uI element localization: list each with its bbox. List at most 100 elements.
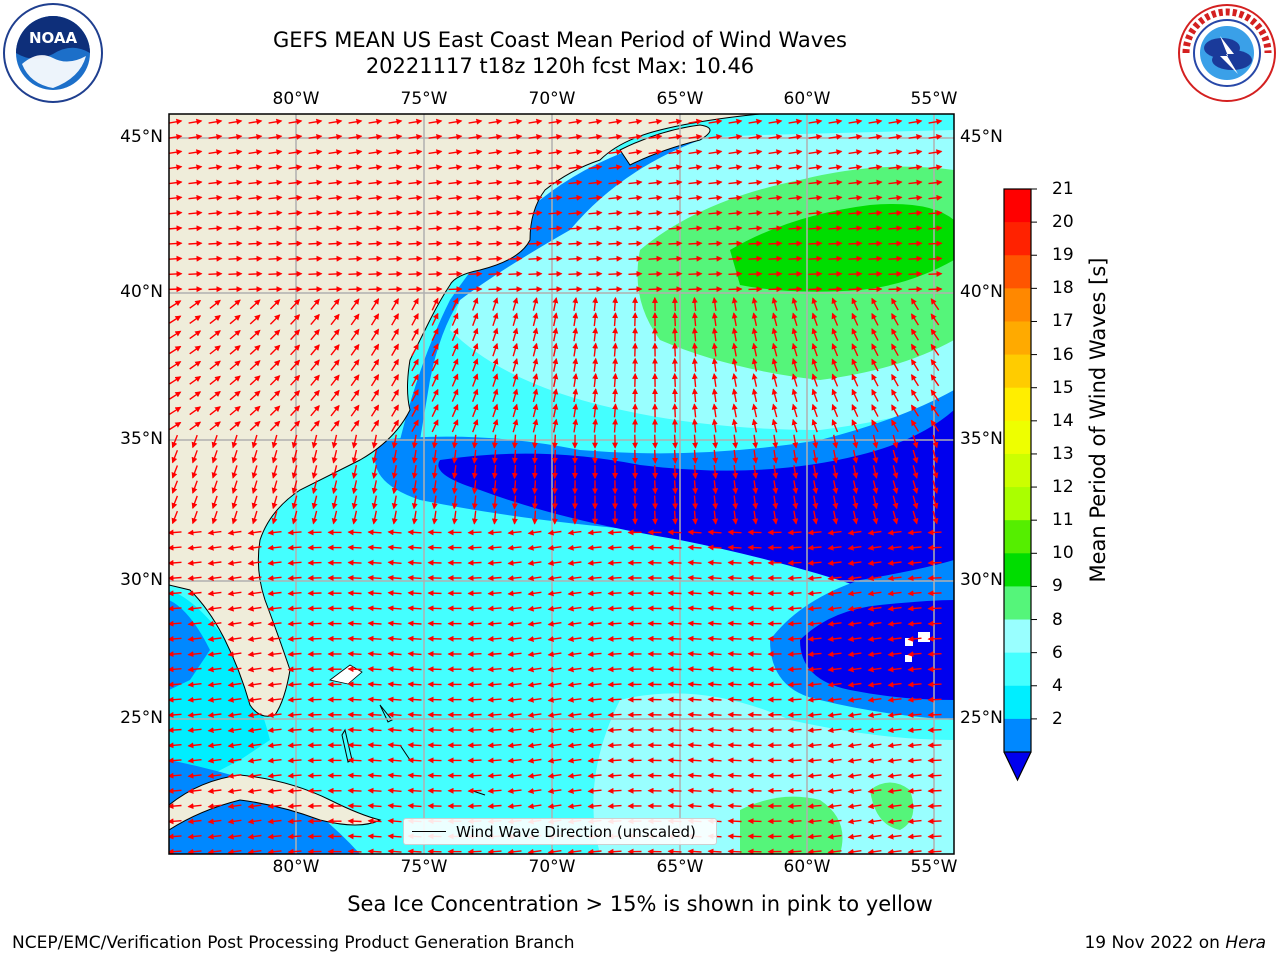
direction-arrow (248, 240, 263, 247)
direction-arrow (687, 590, 702, 597)
direction-arrow (387, 848, 402, 854)
direction-arrow (251, 434, 258, 449)
direction-arrow (608, 240, 623, 247)
direction-arrow (892, 449, 899, 464)
direction-arrow (592, 372, 599, 387)
direction-arrow (388, 194, 403, 201)
direction-arrow (607, 559, 622, 566)
direction-arrow (668, 255, 683, 262)
direction-arrow (751, 418, 758, 433)
direction-arrow (791, 358, 798, 372)
direction-arrow (808, 118, 823, 125)
direction-arrow (791, 342, 798, 357)
direction-arrow (711, 327, 718, 342)
direction-arrow (828, 210, 843, 217)
direction-arrow (748, 179, 763, 186)
direction-arrow (428, 270, 443, 277)
direction-arrow (467, 848, 482, 854)
direction-arrow (331, 434, 338, 449)
direction-arrow (169, 757, 182, 764)
direction-arrow (368, 118, 383, 125)
direction-arrow (229, 375, 241, 386)
direction-arrow (572, 373, 579, 387)
direction-arrow (852, 449, 859, 464)
direction-arrow (748, 255, 763, 262)
direction-arrow (249, 390, 261, 401)
direction-arrow (287, 803, 302, 810)
direction-arrow (548, 255, 563, 262)
direction-arrow (391, 358, 399, 372)
direction-arrow (388, 118, 403, 125)
direction-arrow (728, 194, 743, 201)
direction-arrow (408, 179, 423, 186)
direction-arrow (572, 418, 579, 433)
direction-arrow (851, 388, 859, 402)
direction-arrow (388, 134, 403, 140)
direction-arrow (387, 711, 402, 718)
direction-arrow (328, 270, 343, 277)
direction-arrow (487, 681, 502, 688)
direction-arrow (928, 240, 943, 247)
direction-arrow (387, 833, 402, 840)
direction-arrow (707, 620, 722, 627)
direction-arrow (787, 727, 802, 734)
direction-arrow (727, 742, 742, 749)
direction-arrow (787, 575, 802, 582)
direction-arrow (488, 164, 503, 171)
direction-arrow (368, 210, 383, 217)
direction-arrow (328, 255, 343, 262)
direction-arrow (291, 434, 298, 449)
direction-arrow (868, 270, 883, 277)
direction-arrow (350, 298, 360, 311)
direction-arrow (531, 480, 538, 495)
direction-arrow (391, 343, 399, 356)
direction-arrow (188, 225, 203, 232)
direction-arrow (828, 225, 843, 232)
direction-arrow (451, 419, 459, 433)
direction-arrow (209, 345, 221, 355)
direction-arrow (508, 194, 523, 201)
direction-arrow (787, 544, 802, 551)
direction-arrow (708, 210, 723, 217)
direction-arrow (269, 420, 281, 432)
direction-arrow (407, 742, 422, 749)
direction-arrow (692, 465, 699, 480)
direction-arrow (712, 449, 719, 464)
direction-arrow (188, 149, 203, 156)
direction-arrow (668, 270, 683, 277)
direction-arrow (408, 149, 423, 156)
direction-arrow (811, 388, 818, 402)
direction-arrow (408, 225, 423, 232)
direction-arrow (428, 134, 443, 140)
direction-arrow (748, 194, 763, 201)
direction-arrow (688, 164, 703, 171)
direction-arrow (288, 194, 303, 201)
direction-arrow (291, 465, 298, 479)
direction-arrow (492, 418, 499, 433)
direction-arrow (731, 388, 738, 403)
direction-arrow (169, 772, 182, 779)
direction-arrow (169, 300, 182, 309)
direction-arrow (347, 787, 362, 794)
direction-arrow (248, 164, 263, 171)
direction-arrow (592, 357, 599, 372)
direction-arrow (927, 787, 942, 794)
direction-arrow (407, 590, 422, 597)
direction-arrow (848, 194, 863, 201)
direction-arrow (868, 149, 883, 156)
noaa-logo-text: NOAA (29, 29, 78, 47)
direction-arrow (228, 118, 243, 125)
direction-arrow (628, 164, 643, 171)
direction-arrow (448, 149, 463, 156)
direction-arrow (851, 297, 859, 311)
direction-arrow (467, 742, 482, 749)
direction-arrow (930, 298, 940, 311)
direction-arrow (787, 772, 802, 779)
direction-arrow (607, 727, 622, 734)
direction-arrow (751, 357, 758, 372)
direction-arrow (791, 403, 798, 418)
direction-arrow (310, 359, 320, 371)
direction-arrow (228, 134, 243, 140)
direction-arrow (787, 635, 802, 642)
direction-arrow (367, 544, 382, 551)
